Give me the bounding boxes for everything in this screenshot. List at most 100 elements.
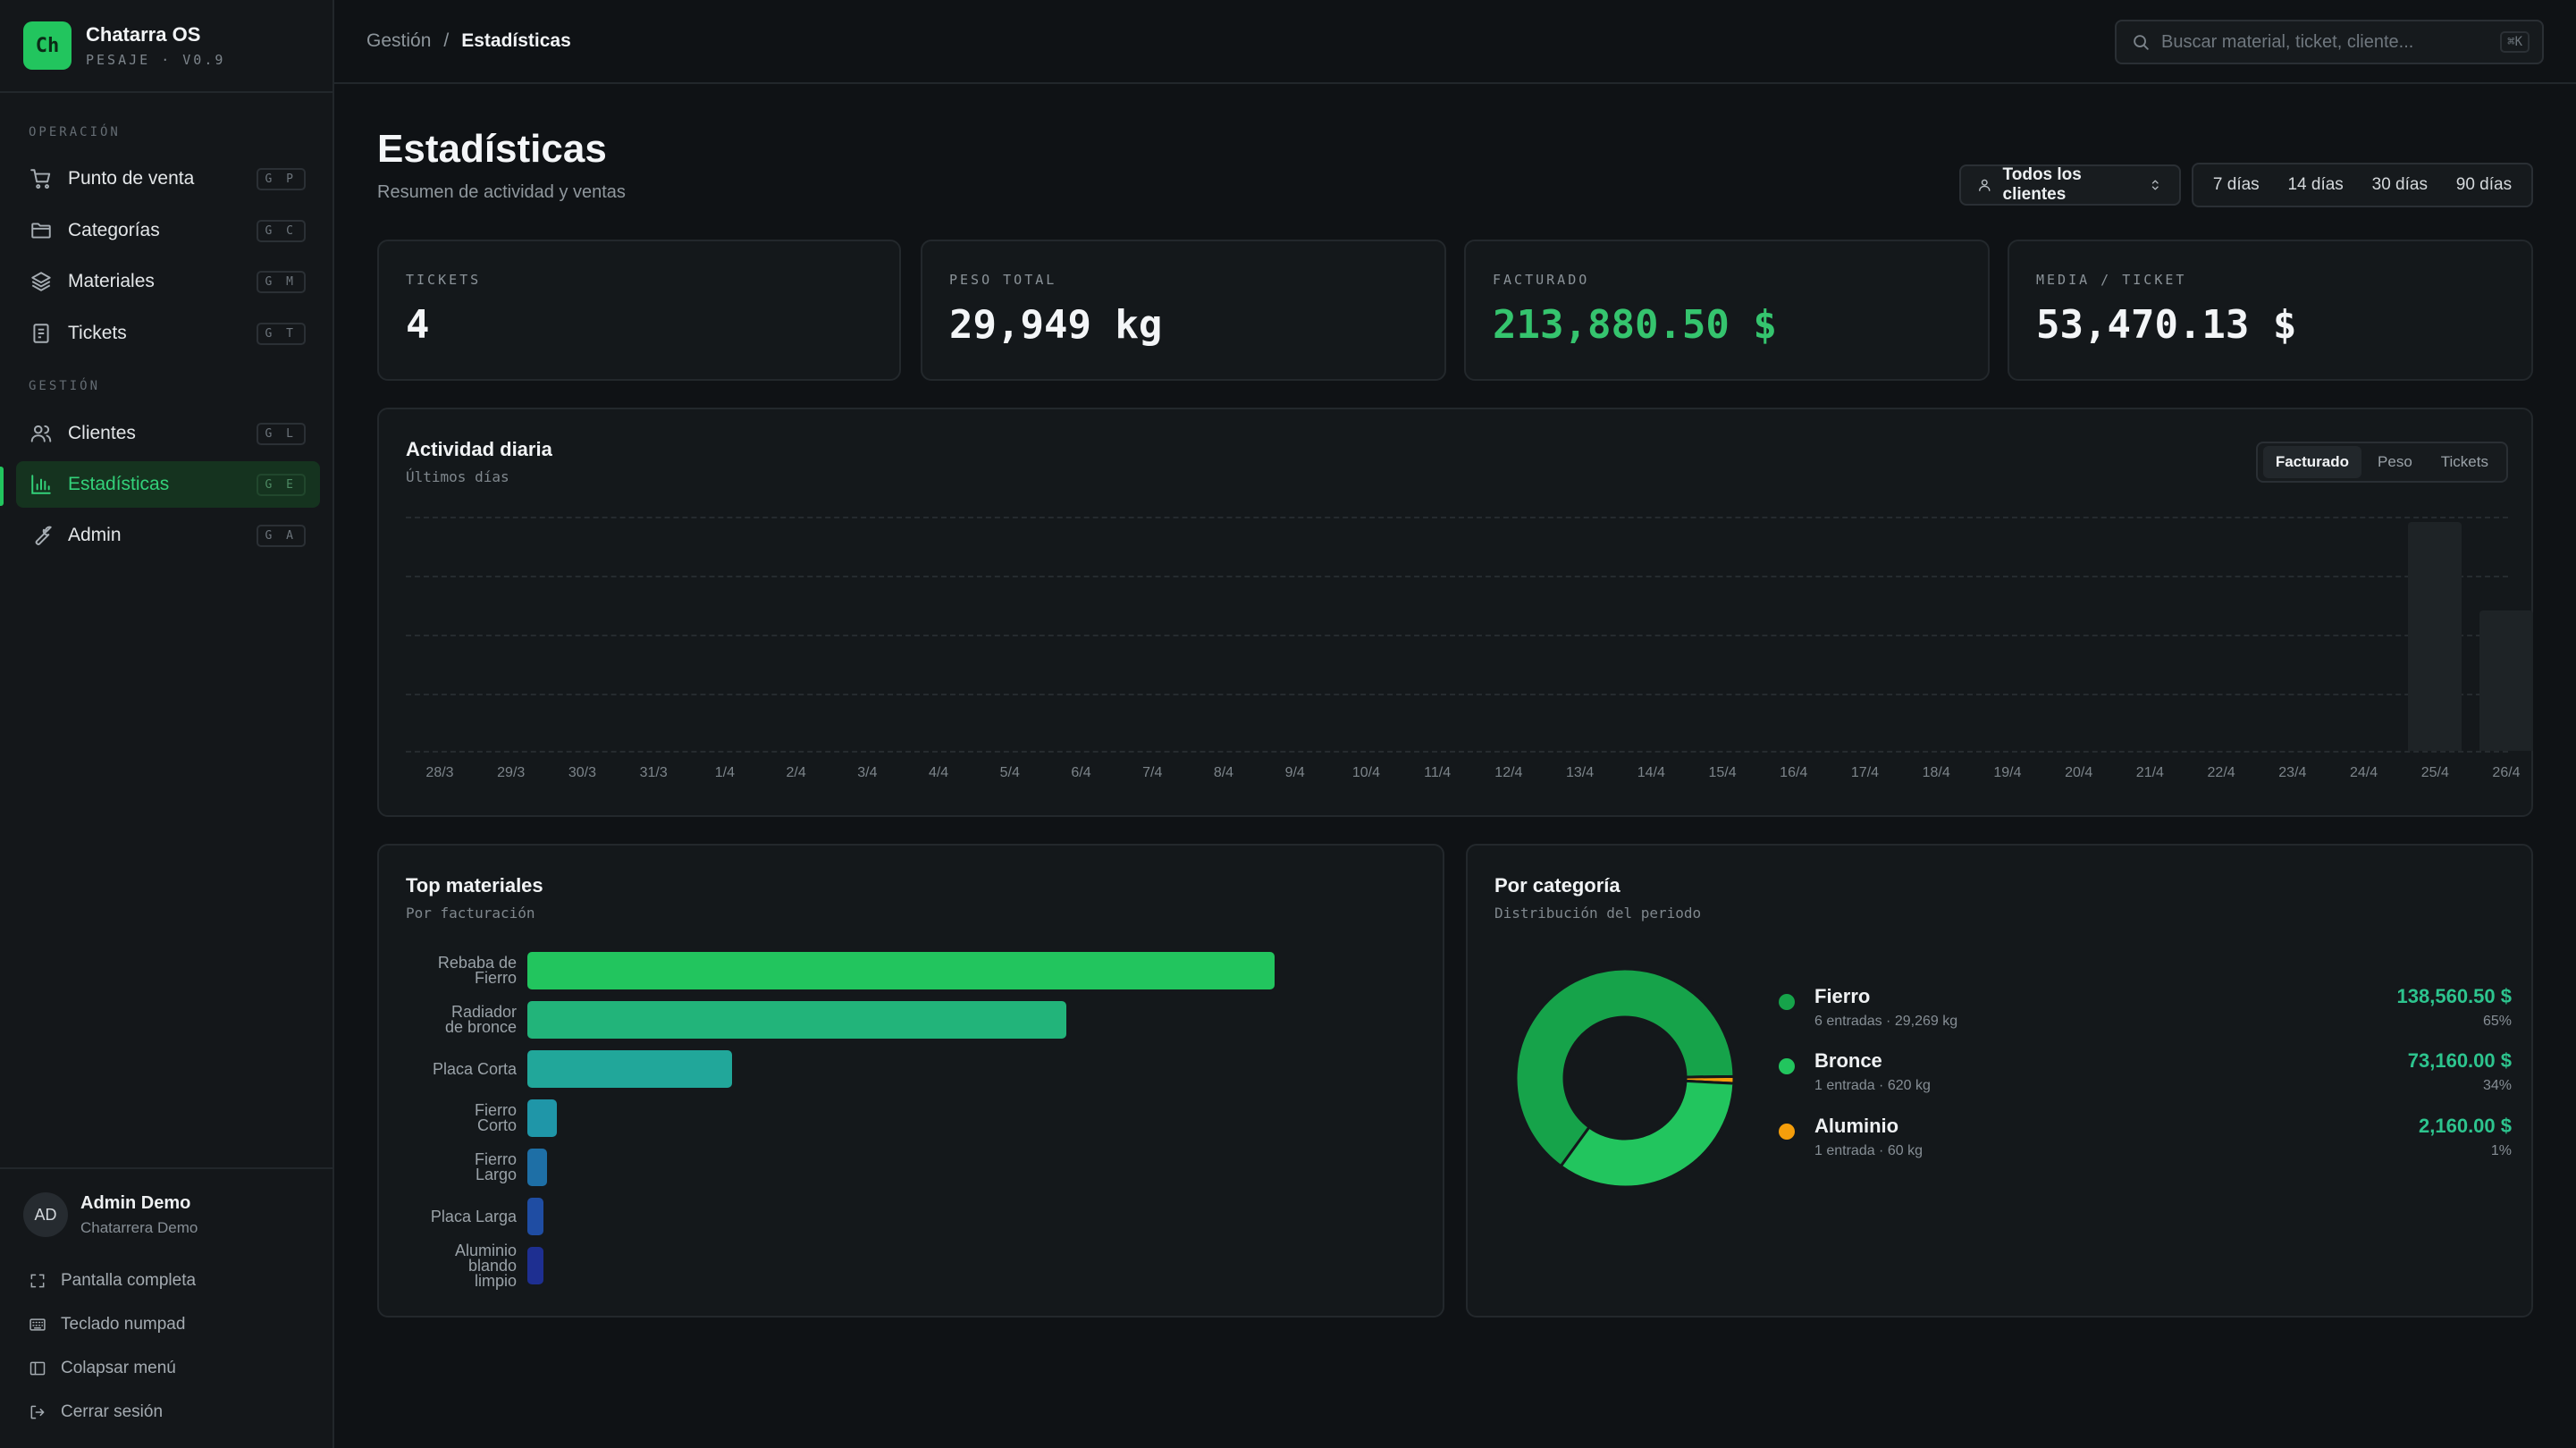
category-percent: 65% — [2482, 1014, 2512, 1029]
kpi-label: PESO TOTAL — [949, 272, 1057, 288]
tab-facturado[interactable]: Facturado — [2262, 446, 2362, 478]
by-category-card: Por categoría Distribución del periodo — [1466, 844, 2533, 1318]
kpi-value: 4 — [406, 302, 430, 348]
x-tick-label: 19/4 — [1993, 765, 2022, 780]
avatar: AD — [23, 1192, 68, 1237]
breadcrumb: Gestión / Estadísticas — [366, 30, 571, 52]
tab-peso[interactable]: Peso — [2378, 453, 2412, 470]
category-percent: 34% — [2482, 1078, 2512, 1093]
numpad-keyboard-button[interactable]: Teclado numpad — [29, 1315, 185, 1334]
logout-button[interactable]: Cerrar sesión — [29, 1402, 163, 1422]
daily-activity-card: Actividad diaria Últimos días Facturado … — [377, 408, 2533, 817]
material-label: Fierro Corto — [474, 1101, 517, 1134]
legend-dot — [1779, 1124, 1795, 1140]
range-90-days[interactable]: 90 días — [2455, 175, 2513, 194]
x-tick-label: 12/4 — [1494, 765, 1523, 780]
page-subtitle: Resumen de actividad y ventas — [377, 182, 626, 202]
range-14-days[interactable]: 14 días — [2287, 175, 2344, 194]
sidebar-item-punto-de-venta[interactable]: Punto de venta G P — [16, 156, 320, 202]
donut-slice-fierro[interactable] — [1514, 967, 1736, 1168]
sidebar-item-tickets[interactable]: Tickets G T — [16, 310, 320, 357]
x-tick-label: 17/4 — [1850, 765, 1880, 780]
x-tick-label: 9/4 — [1284, 765, 1305, 780]
sidebar-item-label: Materiales — [68, 271, 155, 291]
page-title: Estadísticas — [377, 127, 607, 171]
material-bar[interactable] — [527, 1198, 543, 1235]
breadcrumb-gestion[interactable]: Gestión — [366, 30, 432, 51]
search-box[interactable]: ⌘K — [2115, 20, 2544, 64]
category-name: Fierro — [1814, 985, 1871, 1007]
kpi-value: 53,470.13 $ — [2036, 302, 2297, 348]
collapse-menu-button[interactable]: Colapsar menú — [29, 1359, 176, 1378]
x-tick-label: 6/4 — [1071, 765, 1091, 780]
daily-bar[interactable] — [2408, 521, 2462, 751]
x-tick-label: 10/4 — [1351, 765, 1380, 780]
shortcut-hint: G E — [256, 473, 306, 496]
x-tick-label: 20/4 — [2065, 765, 2093, 780]
section-label-operacion: OPERACIÓN — [29, 125, 121, 139]
material-bar[interactable] — [527, 1247, 543, 1284]
shortcut-hint: G L — [256, 422, 306, 445]
card-subtitle: Distribución del periodo — [1494, 905, 1702, 922]
category-amount: 73,160.00 $ — [2407, 1049, 2512, 1072]
range-30-days[interactable]: 30 días — [2371, 175, 2428, 194]
sidebar-item-estadisticas[interactable]: Estadísticas G E — [16, 461, 320, 508]
material-bar[interactable] — [527, 1099, 558, 1137]
users-icon — [29, 421, 54, 446]
fullscreen-icon — [30, 1274, 45, 1288]
sidebar-item-clientes[interactable]: Clientes G L — [16, 410, 320, 457]
sidebar-collapse-icon — [29, 1361, 46, 1376]
x-tick-label: 5/4 — [999, 765, 1020, 780]
brand[interactable]: Ch Chatarra OS PESAJE · V0.9 — [23, 21, 225, 70]
range-selector: 7 días 14 días 30 días 90 días — [2192, 163, 2533, 207]
x-tick-label: 1/4 — [714, 765, 736, 780]
user-icon — [1979, 179, 1991, 191]
x-tick-label: 13/4 — [1566, 765, 1595, 780]
category-row-fierro[interactable]: Fierro 6 entradas · 29,269 kg 138,560.50… — [1779, 985, 2512, 1039]
kpi-value: 29,949 kg — [949, 302, 1163, 348]
sidebar-item-label: Admin — [68, 525, 122, 545]
card-title: Top materiales — [406, 874, 543, 897]
tab-tickets[interactable]: Tickets — [2440, 453, 2488, 470]
x-tick-label: 14/4 — [1637, 765, 1665, 780]
numpad-label: Teclado numpad — [61, 1315, 186, 1334]
category-name: Aluminio — [1814, 1115, 1899, 1137]
x-tick-label: 28/3 — [425, 765, 454, 780]
donut-slice-bronce[interactable] — [1559, 1079, 1736, 1189]
legend-dot — [1779, 1058, 1795, 1074]
sidebar-item-admin[interactable]: Admin G A — [16, 512, 320, 559]
user-profile[interactable]: AD Admin Demo Chatarrera Demo — [23, 1192, 198, 1237]
material-label: Radiador de bronce — [444, 1003, 517, 1036]
sidebar-item-materiales[interactable]: Materiales G M — [16, 258, 320, 305]
sidebar-item-label: Estadísticas — [68, 474, 170, 494]
material-bar[interactable] — [527, 1001, 1066, 1039]
category-row-aluminio[interactable]: Aluminio 1 entrada · 60 kg 2,160.00 $ 1% — [1779, 1115, 2512, 1168]
material-bar[interactable] — [527, 1050, 733, 1088]
range-7-days[interactable]: 7 días — [2212, 175, 2260, 194]
search-input[interactable] — [2161, 31, 2501, 53]
divider — [0, 1167, 333, 1169]
material-label: Placa Corta — [432, 1059, 517, 1078]
x-tick-label: 7/4 — [1142, 765, 1163, 780]
category-amount: 138,560.50 $ — [2396, 985, 2512, 1007]
client-filter-select[interactable]: Todos los clientes — [1959, 164, 2181, 206]
x-tick-label: 21/4 — [2135, 765, 2164, 780]
x-tick-label: 31/3 — [639, 765, 668, 780]
category-donut-chart — [1514, 967, 1736, 1189]
breadcrumb-current: Estadísticas — [461, 30, 571, 51]
category-row-bronce[interactable]: Bronce 1 entrada · 620 kg 73,160.00 $ 34… — [1779, 1049, 2512, 1103]
grid-line — [406, 517, 2508, 518]
daily-bar[interactable] — [2479, 610, 2533, 751]
layers-icon — [29, 269, 54, 294]
grid-line — [406, 576, 2508, 577]
sidebar: Ch Chatarra OS PESAJE · V0.9 OPERACIÓN P… — [0, 0, 334, 1448]
material-bar[interactable] — [527, 952, 1275, 989]
category-percent: 1% — [2490, 1143, 2512, 1158]
search-shortcut: ⌘K — [2500, 31, 2530, 53]
category-amount: 2,160.00 $ — [2419, 1115, 2512, 1137]
x-tick-label: 26/4 — [2492, 765, 2521, 780]
material-bar[interactable] — [527, 1149, 548, 1186]
fullscreen-button[interactable]: Pantalla completa — [29, 1271, 196, 1291]
app-subtitle: PESAJE · V0.9 — [86, 52, 226, 68]
sidebar-item-categorias[interactable]: Categorías G C — [16, 207, 320, 254]
